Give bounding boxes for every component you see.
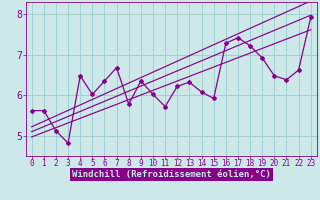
X-axis label: Windchill (Refroidissement éolien,°C): Windchill (Refroidissement éolien,°C) (72, 170, 271, 179)
